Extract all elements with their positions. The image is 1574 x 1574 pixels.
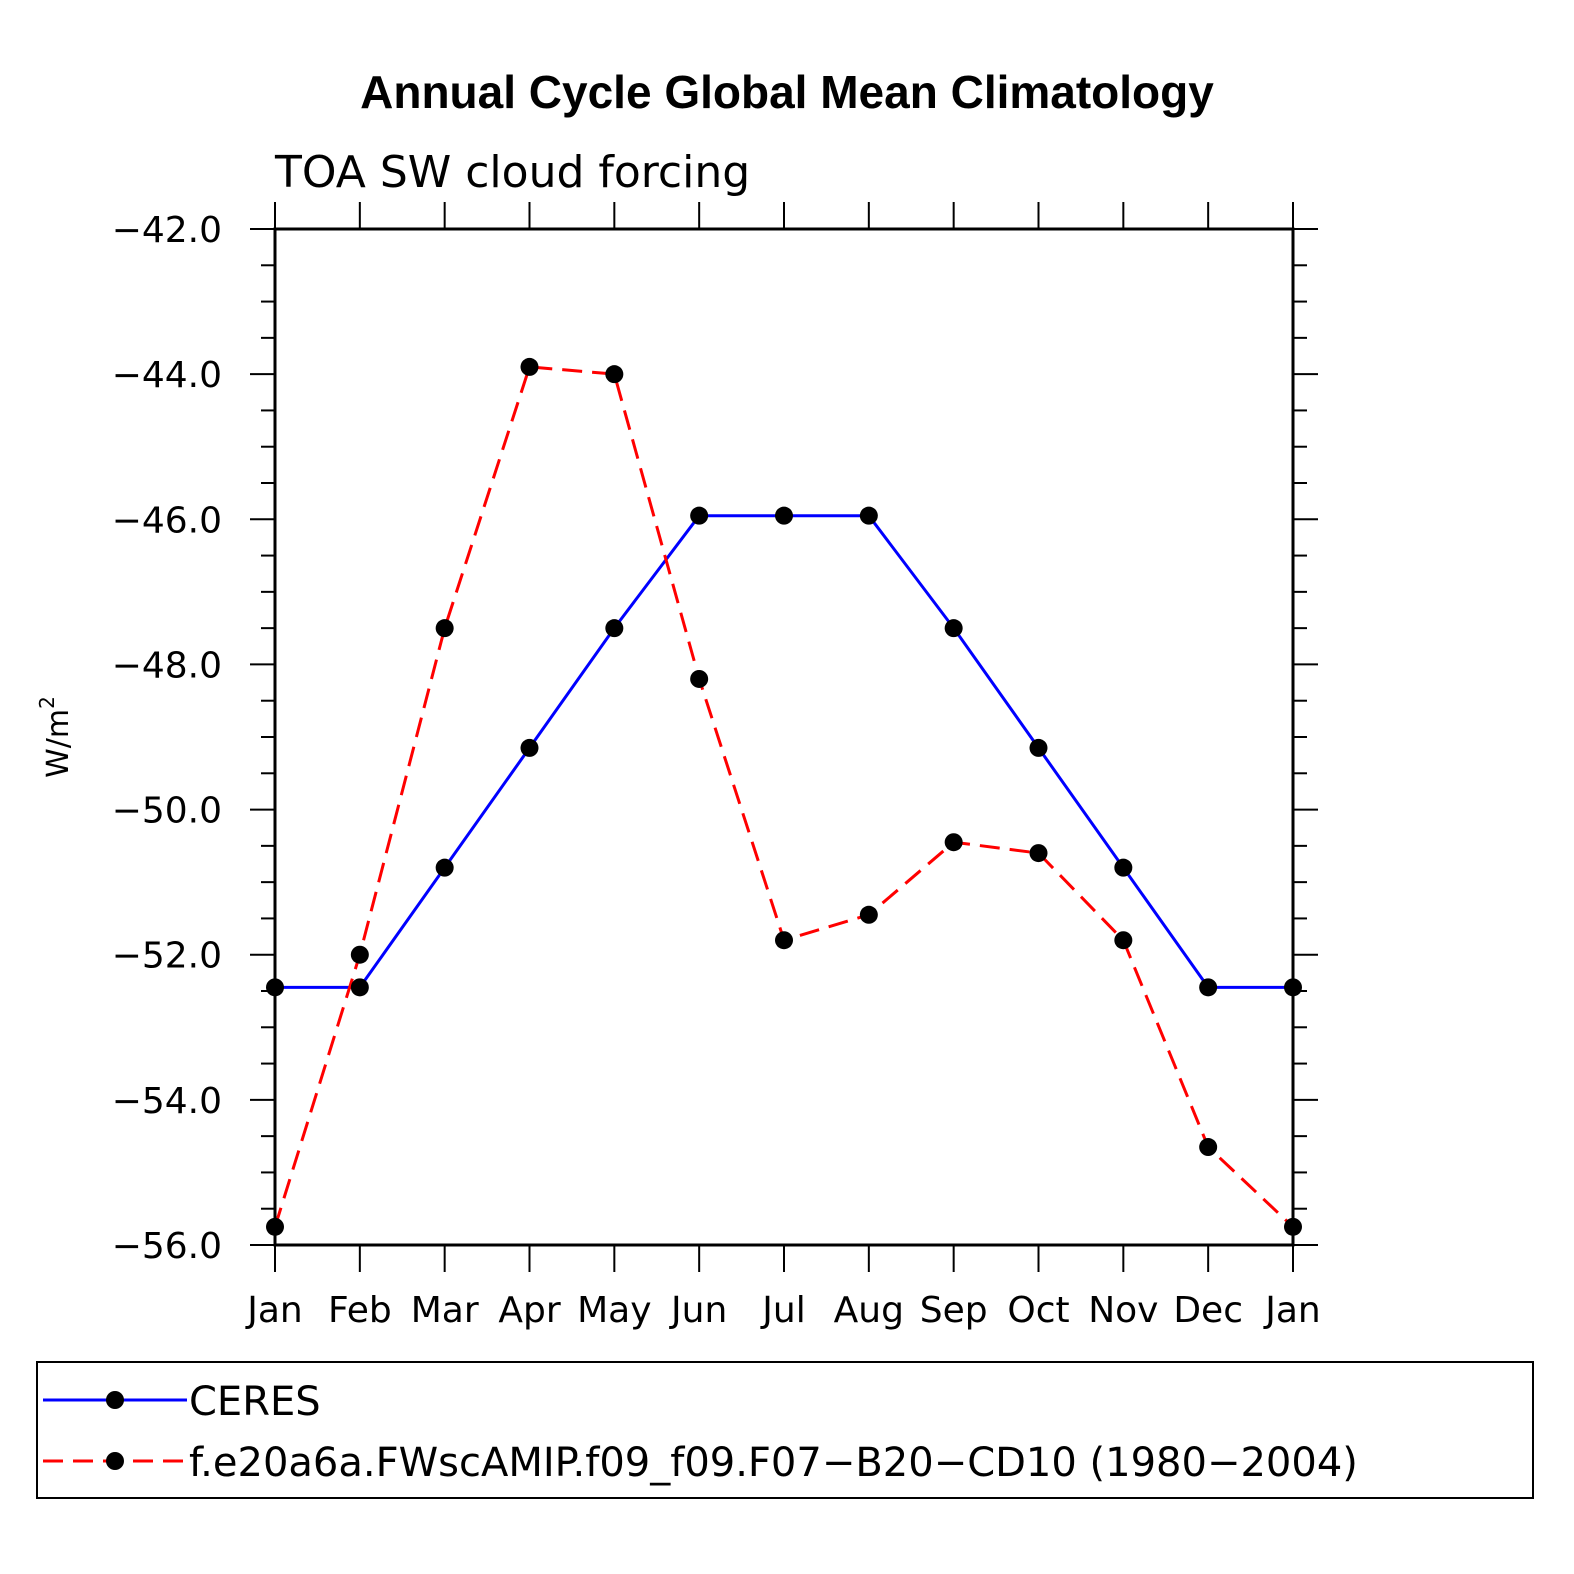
data-point-series-1 [435, 619, 454, 638]
y-tick-labels: −42.0 −44.0 −46.0 −48.0 −50.0 −52.0 −54.0 −56.0 [112, 210, 222, 1267]
data-point-series-1 [1199, 1138, 1218, 1157]
data-point-series-0 [1029, 738, 1048, 757]
x-tick-label: Jul [760, 1290, 805, 1331]
legend: CERES f.e20a6a.FWscAMIP.f09_f09.F07−B20−… [36, 1361, 1534, 1499]
plot-frame [273, 227, 1295, 1247]
series-markers [266, 357, 1302, 1236]
data-point-series-1 [1029, 844, 1048, 863]
data-point-series-1 [266, 1217, 284, 1236]
data-point-series-0 [435, 858, 454, 877]
chart-title: Annual Cycle Global Mean Climatology [360, 66, 1214, 118]
y-tick-label: −52.0 [112, 936, 222, 977]
data-point-series-1 [1284, 1217, 1302, 1236]
data-point-series-0 [859, 506, 878, 525]
legend-marker-ceres [106, 1391, 124, 1409]
data-point-series-0 [1199, 978, 1218, 997]
data-point-series-1 [690, 669, 709, 688]
x-tick-label: Aug [834, 1290, 904, 1331]
x-tick-label: Jun [669, 1290, 727, 1331]
y-tick-label: −46.0 [112, 500, 222, 541]
data-point-series-0 [1284, 978, 1302, 997]
legend-box [36, 1361, 1534, 1499]
data-point-series-1 [520, 357, 539, 376]
x-tick-label: Dec [1173, 1290, 1243, 1331]
data-point-series-1 [605, 365, 624, 384]
x-tick-label: Nov [1088, 1290, 1158, 1331]
data-point-series-0 [775, 506, 793, 525]
data-point-series-0 [944, 619, 963, 638]
data-point-series-0 [520, 738, 539, 757]
series-line-0 [275, 514, 1293, 989]
x-tick-label: Sep [920, 1290, 988, 1331]
y-tick-label: −54.0 [112, 1081, 222, 1122]
y-tick-label: −56.0 [112, 1226, 222, 1267]
x-tick-label: Apr [498, 1290, 560, 1331]
legend-label-ceres: CERES [189, 1379, 321, 1425]
y-axis-label-text: W/m [41, 709, 76, 778]
y-axis-label: W/m2 [35, 696, 76, 778]
data-point-series-1 [350, 945, 369, 964]
x-tick-label: Jan [245, 1290, 303, 1331]
data-point-series-0 [350, 978, 369, 997]
x-tick-label: May [577, 1290, 651, 1331]
axis-ticks [250, 202, 1318, 1272]
y-tick-label: −48.0 [112, 645, 222, 686]
x-tick-label: Feb [328, 1290, 392, 1331]
x-tick-labels: Jan Feb Mar Apr May Jun Jul Aug Sep Oct Nov Dec Jan [245, 1290, 1321, 1331]
svg-text:W/m2: W/m2 [35, 696, 76, 778]
data-point-series-0 [1114, 858, 1133, 877]
legend-marker-model [106, 1452, 124, 1470]
series-lines [273, 365, 1295, 1228]
x-tick-label: Oct [1007, 1290, 1069, 1331]
chart-subtitle: TOA SW cloud forcing [274, 147, 750, 198]
x-tick-label: Mar [411, 1290, 479, 1331]
y-tick-label: −50.0 [112, 791, 222, 832]
data-point-series-1 [944, 833, 963, 852]
data-point-series-1 [775, 931, 793, 950]
data-point-series-0 [266, 978, 284, 997]
legend-label-model: f.e20a6a.FWscAMIP.f09_f09.F07−B20−CD10 (… [189, 1440, 1358, 1486]
series-line-1 [273, 365, 1295, 1228]
data-point-series-1 [1114, 931, 1133, 950]
data-point-series-0 [690, 506, 709, 525]
y-tick-label: −44.0 [112, 355, 222, 396]
data-point-series-1 [859, 905, 878, 924]
y-tick-label: −42.0 [112, 210, 222, 251]
data-point-series-0 [605, 619, 624, 638]
y-axis-label-superscript: 2 [35, 696, 59, 709]
x-tick-label: Jan [1263, 1290, 1321, 1331]
